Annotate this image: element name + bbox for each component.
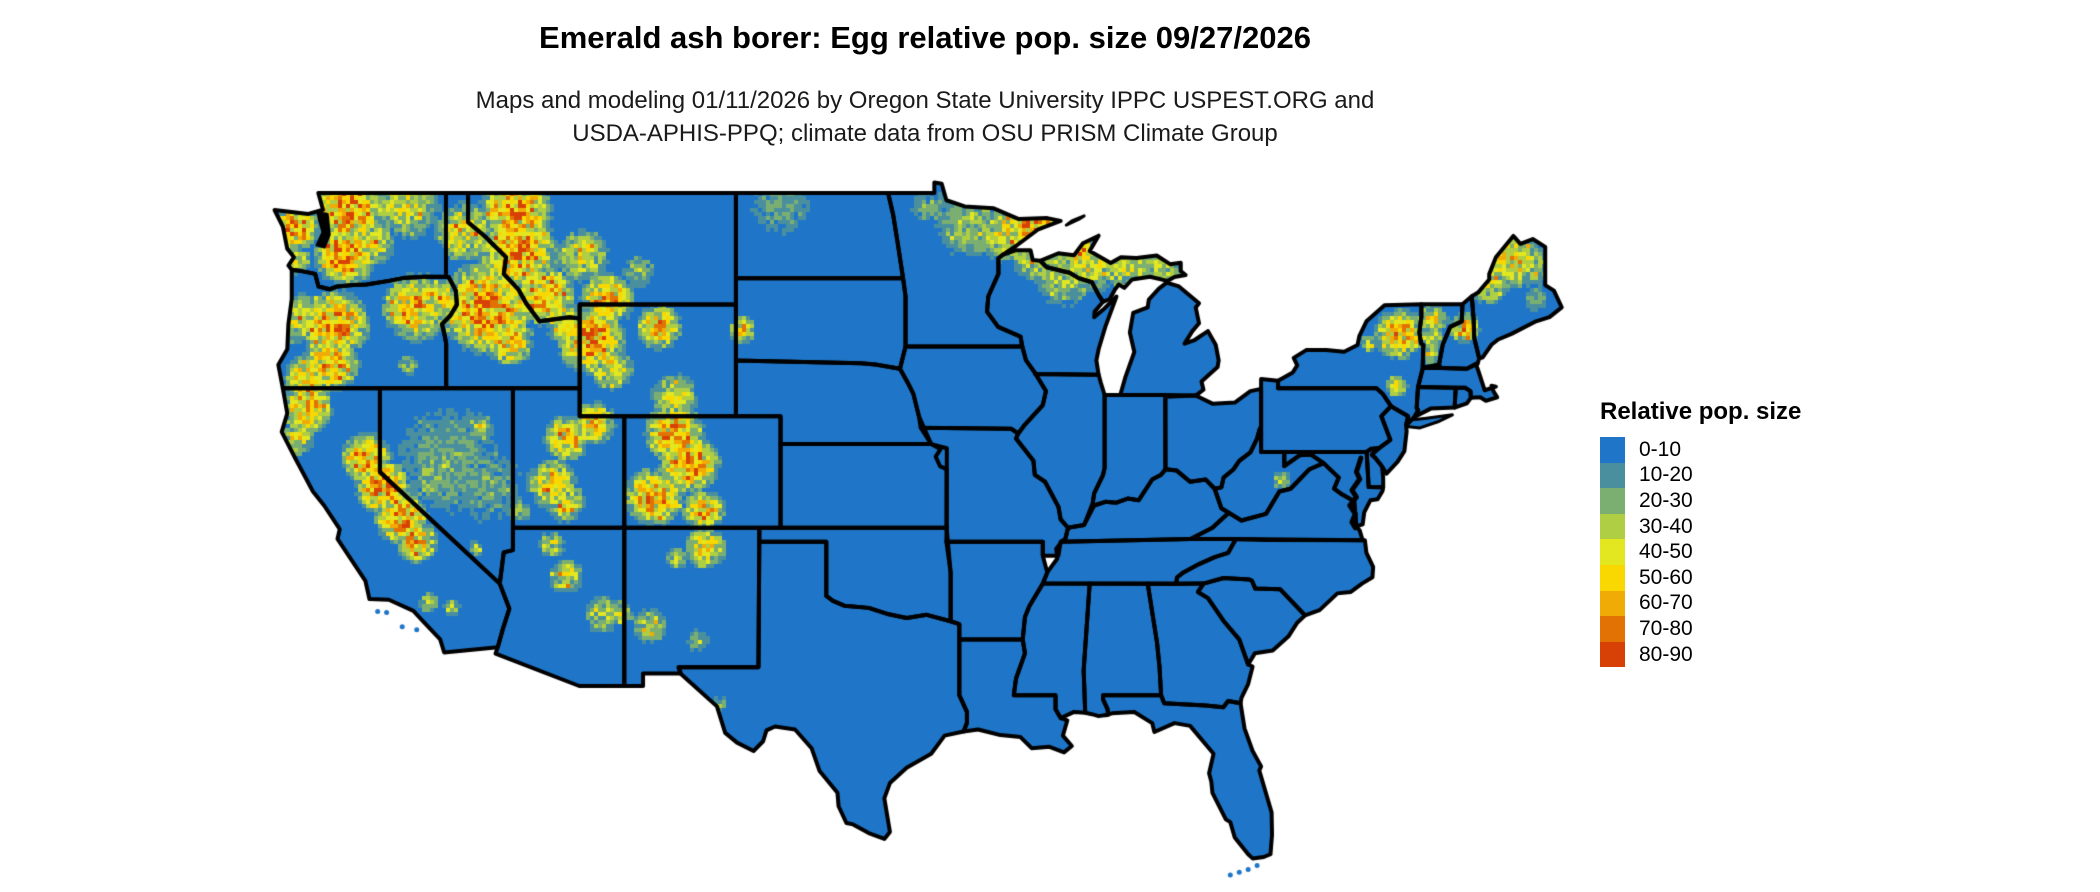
legend-title: Relative pop. size — [1600, 398, 1802, 425]
legend-swatch — [1600, 539, 1625, 565]
legend-swatch — [1600, 641, 1625, 668]
legend-swatch — [1600, 462, 1625, 489]
legend-item: 0-10 — [1600, 437, 1900, 463]
legend-item: 60-70 — [1600, 590, 1900, 617]
legend-label: 20-30 — [1639, 488, 1693, 512]
subtitle-line-1: Maps and modeling 01/11/2026 by Oregon S… — [475, 87, 1375, 114]
legend-label: 50-60 — [1639, 565, 1693, 589]
legend-label: 60-70 — [1639, 591, 1693, 615]
legend-label: 70-80 — [1639, 616, 1693, 640]
legend-item: 10-20 — [1600, 462, 1900, 489]
legend-swatch — [1600, 564, 1625, 591]
legend-label: 80-90 — [1639, 642, 1693, 666]
map-subtitle: Maps and modeling 01/11/2026 by Oregon S… — [25, 84, 1825, 150]
legend-swatch — [1600, 488, 1625, 514]
legend-label: 40-50 — [1639, 540, 1693, 564]
legend-item: 70-80 — [1600, 616, 1900, 642]
legend-item: 50-60 — [1600, 564, 1900, 591]
legend-item: 30-40 — [1600, 513, 1900, 540]
legend-label: 30-40 — [1639, 514, 1693, 538]
legend: Relative pop. size 0-10 10-20 20-30 30-40 40… — [1600, 398, 1900, 668]
legend-label: 10-20 — [1639, 463, 1693, 487]
legend-item: 20-30 — [1600, 488, 1900, 514]
legend-label: 0-10 — [1639, 437, 1682, 461]
legend-item: 80-90 — [1600, 641, 1900, 668]
subtitle-line-2: USDA-APHIS-PPQ; climate data from OSU PR… — [572, 120, 1278, 147]
legend-swatch — [1600, 590, 1625, 617]
legend-swatch — [1600, 616, 1625, 642]
legend-item: 40-50 — [1600, 539, 1900, 565]
legend-swatch — [1600, 437, 1625, 463]
legend-items: 0-10 10-20 20-30 30-40 40-50 50-60 60-70 70-80 8… — [1600, 437, 1900, 668]
map-title: Emerald ash borer: Egg relative pop. siz… — [539, 20, 1311, 55]
legend-swatch — [1600, 513, 1625, 540]
